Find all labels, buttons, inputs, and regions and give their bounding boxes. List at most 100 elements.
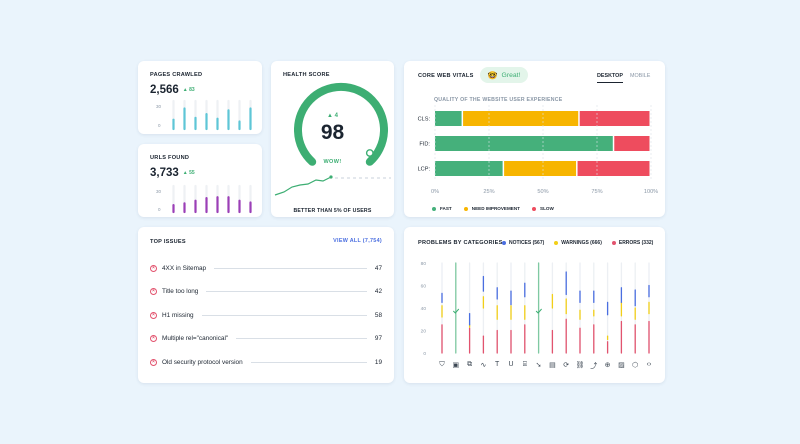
error-circle-icon: × xyxy=(150,358,157,366)
issue-text[interactable]: Old security protocol version xyxy=(162,358,243,366)
tab-desktop[interactable]: DESKTOP xyxy=(597,73,623,83)
issue-row[interactable]: × Title too long 42 xyxy=(150,286,382,298)
top-issues-label: TOP ISSUES xyxy=(150,239,186,245)
legend-need-improvement: NEED IMPROVEMENT xyxy=(463,206,520,211)
problems-legend: NOTICES (567) WARNINGS (666) ERRORS (332… xyxy=(502,240,653,246)
pages-crawled-card: PAGES CRAWLED 2,566 ▲ 83 30 0 xyxy=(138,61,262,134)
cwv-row-label: CLS: xyxy=(418,117,431,123)
copy-icon[interactable]: ⧉ xyxy=(467,361,473,368)
megaphone-icon[interactable]: ➘ xyxy=(535,362,542,369)
issue-text[interactable]: H1 missing xyxy=(162,311,194,319)
urls-found-value: 3,733 xyxy=(150,167,179,179)
cwv-segment xyxy=(579,111,650,126)
cwv-subtitle: QUALITY OF THE WEBSITE USER EXPERIENCE xyxy=(434,97,563,103)
cwv-segment xyxy=(504,161,577,176)
text-icon[interactable]: T xyxy=(495,361,500,368)
cwv-xtick: 0% xyxy=(431,189,439,195)
legend-slow: SLOW xyxy=(532,206,554,211)
problems-ytick: 0 xyxy=(423,351,426,355)
issue-row[interactable]: × H1 missing 58 xyxy=(150,309,382,321)
doc-icon[interactable]: ▣ xyxy=(452,362,460,369)
issue-count: 47 xyxy=(374,264,382,272)
external-link-icon[interactable]: ⤴ xyxy=(590,363,598,370)
pages-crawled-label: PAGES CRAWLED xyxy=(150,72,203,78)
pages-crawled-delta: ▲ 83 xyxy=(182,87,195,93)
cwv-xtick: 25% xyxy=(483,189,494,195)
check-icon xyxy=(452,308,460,314)
problems-ytick: 20 xyxy=(421,329,427,335)
shield-icon[interactable]: ⛉ xyxy=(439,361,445,368)
issue-text[interactable]: 4XX in Sitemap xyxy=(162,264,207,272)
urls-found-label: URLS FOUND xyxy=(150,155,190,161)
code-doc-icon[interactable]: ⌸ xyxy=(522,361,527,368)
problems-label: PROBLEMS BY CATEGORIES xyxy=(418,240,503,246)
cwv-xtick: 75% xyxy=(591,189,602,195)
cwv-segment xyxy=(463,111,579,126)
health-gauge-knob xyxy=(365,149,374,157)
issue-leader-line xyxy=(206,291,367,292)
cwv-segment xyxy=(577,161,650,176)
urls-found-tick-top: 30 xyxy=(156,189,162,194)
health-delta: ▲ 4 xyxy=(327,113,338,119)
error-circle-icon: × xyxy=(150,335,157,342)
pulse-icon[interactable]: ∿ xyxy=(480,362,487,369)
urls-found-card: URLS FOUND 3,733 ▲ 55 30 0 xyxy=(138,144,262,217)
pages-crawled-tick-top: 30 xyxy=(156,104,162,109)
file-icon[interactable]: ▤ xyxy=(549,362,556,369)
error-circle-icon: × xyxy=(150,264,157,272)
legend-errors: ERRORS (332) xyxy=(611,240,653,246)
cwv-chart: CLS: FID: LCP: 0% 25% 50% 75% 100% xyxy=(418,105,658,195)
issue-row[interactable]: × Multiple rel="canonical" 97 xyxy=(150,333,382,345)
pages-crawled-chart xyxy=(172,99,252,131)
health-badge: WOW! xyxy=(323,159,342,165)
issue-row[interactable]: × Old security protocol version 19 xyxy=(150,356,382,368)
refresh-icon[interactable]: ⟳ xyxy=(563,362,570,369)
cwv-segment xyxy=(435,111,462,126)
issue-leader-line xyxy=(250,361,367,363)
health-footer: BETTER THAN 5% OF USERS xyxy=(293,208,372,214)
error-circle-icon: × xyxy=(150,311,157,319)
cwv-status-text: Great! xyxy=(501,71,521,79)
core-web-vitals-card: CORE WEB VITALS 🤓 Great! DESKTOP MOBILE … xyxy=(404,61,665,217)
top-issues-card: TOP ISSUES VIEW ALL (7,754) × 4XX in Site… xyxy=(138,227,394,383)
problems-card: PROBLEMS BY CATEGORIES NOTICES (567) WAR… xyxy=(404,227,665,383)
legend-fast: FAST xyxy=(432,206,452,211)
health-gauge-arc xyxy=(294,82,388,166)
cwv-legend: FAST NEED IMPROVEMENT SLOW xyxy=(432,206,554,211)
code-icon[interactable]: ‹› xyxy=(646,361,652,368)
problems-chart: 80 60 40 20 0 xyxy=(421,261,650,355)
health-score-card: HEALTH SCORE ▲ 4 98 WOW! BETTER THAN 5% … xyxy=(271,61,394,217)
tab-mobile[interactable]: MOBILE xyxy=(630,73,651,79)
problems-ytick: 60 xyxy=(421,284,427,290)
health-score-value: 98 xyxy=(320,121,345,144)
health-trend-line xyxy=(274,176,332,196)
cwv-status-badge: 🤓 Great! xyxy=(480,67,528,83)
issue-leader-line xyxy=(214,267,367,269)
health-gauge xyxy=(274,82,391,196)
urls-found-tick-bottom: 0 xyxy=(158,207,161,212)
link-icon[interactable]: ⛓ xyxy=(575,362,585,369)
image-icon[interactable]: ▨ xyxy=(618,362,625,369)
underline-icon[interactable]: U xyxy=(508,361,514,368)
issue-count: 97 xyxy=(374,335,382,342)
cwv-segment xyxy=(435,161,503,176)
pages-crawled-value: 2,566 xyxy=(150,84,179,96)
issue-leader-line xyxy=(236,338,367,339)
issue-text[interactable]: Title too long xyxy=(162,288,199,295)
view-all-link[interactable]: VIEW ALL (7,754) xyxy=(333,238,382,244)
issue-row[interactable]: × 4XX in Sitemap 47 xyxy=(150,262,382,274)
cube-icon[interactable]: ⬡ xyxy=(632,362,639,369)
cwv-xtick: 50% xyxy=(537,189,548,195)
cwv-segment xyxy=(614,136,650,151)
pages-crawled-tick-bottom: 0 xyxy=(158,123,161,128)
issue-text[interactable]: Multiple rel="canonical" xyxy=(162,335,229,342)
problems-ytick: 40 xyxy=(421,306,427,312)
urls-found-delta: ▲ 55 xyxy=(182,170,195,176)
urls-found-chart xyxy=(172,184,252,214)
legend-warnings: WARNINGS (666) xyxy=(554,240,602,246)
legend-notices: NOTICES (567) xyxy=(502,240,544,246)
cwv-row-label: LCP: xyxy=(418,167,431,173)
problems-icon-row: ⛉ ▣ ⧉ ∿ T U ⌸ ➘ ▤ ⟳ ⛓ ⤴ ⊕ ▨ ⬡ ‹› xyxy=(404,361,665,373)
globe-icon[interactable]: ⊕ xyxy=(604,362,611,369)
nerd-face-icon: 🤓 xyxy=(487,70,498,80)
